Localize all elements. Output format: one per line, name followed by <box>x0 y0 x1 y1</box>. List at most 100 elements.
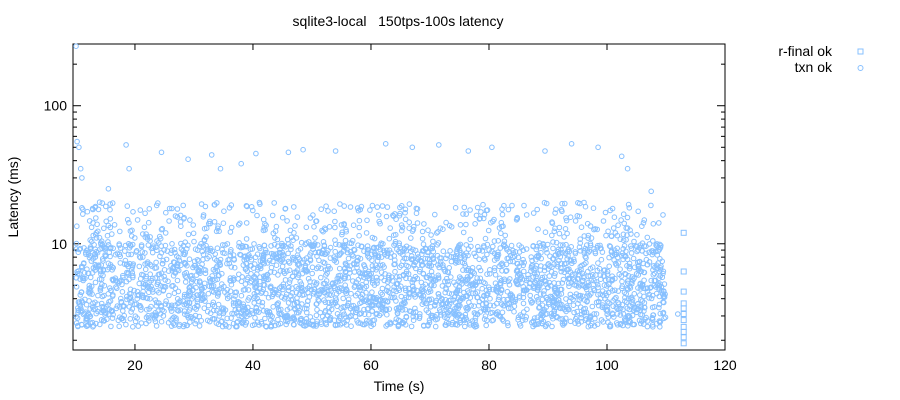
txn-point <box>339 231 345 238</box>
txn-point <box>261 242 268 249</box>
txn-point <box>342 237 349 244</box>
txn-point <box>319 227 325 234</box>
txn-point <box>284 236 291 243</box>
txn-point <box>490 218 496 225</box>
txn-point <box>217 256 224 263</box>
txn-point <box>616 271 623 278</box>
txn-point <box>587 223 594 229</box>
r-final-point <box>680 323 687 330</box>
txn-point <box>239 274 245 280</box>
txn-point <box>107 201 113 207</box>
txn-point <box>438 255 445 261</box>
txn-point <box>265 311 272 318</box>
txn-point <box>290 257 297 263</box>
txn-point <box>226 324 232 330</box>
txn-point <box>227 275 234 281</box>
txn-point <box>489 144 495 151</box>
txn-point <box>286 284 292 291</box>
txn-point <box>623 291 630 297</box>
txn-point <box>303 255 310 261</box>
txn-point <box>207 220 213 227</box>
txn-point <box>430 276 436 282</box>
txn-point <box>337 321 344 328</box>
txn-point <box>425 289 432 295</box>
txn-point <box>364 243 371 249</box>
txn-point <box>186 285 192 291</box>
txn-point <box>552 210 558 216</box>
txn-point <box>298 281 305 288</box>
txn-point <box>284 312 291 319</box>
txn-point <box>449 321 455 328</box>
txn-point <box>127 316 134 322</box>
txn-point <box>651 270 658 277</box>
txn-point <box>599 249 606 255</box>
txn-point <box>105 239 111 245</box>
txn-point <box>231 264 238 271</box>
txn-point <box>491 238 498 244</box>
txn-point <box>279 263 286 270</box>
txn-point <box>354 261 360 268</box>
txn-point <box>452 305 458 312</box>
txn-point <box>476 256 483 263</box>
txn-point <box>413 265 419 272</box>
txn-point <box>412 309 419 315</box>
txn-point <box>77 302 84 309</box>
txn-point <box>660 268 667 275</box>
txn-point <box>515 314 522 321</box>
txn-point <box>169 247 175 254</box>
txn-point <box>392 268 398 275</box>
txn-point <box>185 231 192 238</box>
txn-point <box>406 219 413 225</box>
txn-point <box>312 235 318 241</box>
txn-point <box>505 206 512 213</box>
txn-point <box>190 230 197 237</box>
txn-point <box>219 246 225 253</box>
txn-point <box>637 280 644 287</box>
txn-point <box>594 281 601 288</box>
txn-point <box>428 263 435 269</box>
x-tick-label: 40 <box>245 357 261 373</box>
txn-point <box>557 302 563 308</box>
txn-point <box>194 247 201 253</box>
txn-point <box>140 281 147 287</box>
txn-point <box>437 261 444 268</box>
txn-point <box>624 263 630 269</box>
txn-point <box>153 299 160 306</box>
txn-point <box>375 244 382 250</box>
txn-point <box>267 269 274 275</box>
txn-point <box>464 277 471 283</box>
txn-point <box>409 144 416 151</box>
txn-point <box>652 264 658 271</box>
txn-point <box>473 212 480 219</box>
txn-point <box>385 289 392 295</box>
txn-point <box>540 242 547 248</box>
txn-point <box>366 275 373 282</box>
txn-point <box>435 229 441 235</box>
txn-point <box>132 301 138 308</box>
txn-point <box>429 272 435 279</box>
legend-label-r-final: r-final ok <box>778 43 833 59</box>
txn-point <box>212 202 218 208</box>
r-final-point <box>680 288 687 295</box>
txn-point <box>487 271 493 277</box>
txn-point <box>298 317 304 324</box>
txn-point <box>365 305 371 312</box>
txn-point <box>643 314 649 321</box>
x-tick-label: 20 <box>127 357 143 373</box>
txn-point <box>214 263 220 270</box>
txn-point <box>342 269 349 276</box>
txn-point <box>133 249 139 255</box>
txn-point <box>408 235 414 241</box>
r-final-point <box>680 317 687 324</box>
txn-point <box>577 282 583 288</box>
txn-point <box>428 232 434 238</box>
txn-point <box>241 304 248 310</box>
txn-point <box>557 316 563 322</box>
x-axis-ticks: 20 40 60 80 100 120 <box>127 44 737 373</box>
r-final-point <box>680 268 687 275</box>
txn-point <box>434 316 441 322</box>
txn-point <box>325 263 332 270</box>
txn-point <box>605 228 611 235</box>
txn-point <box>606 300 612 307</box>
txn-point <box>313 218 320 224</box>
